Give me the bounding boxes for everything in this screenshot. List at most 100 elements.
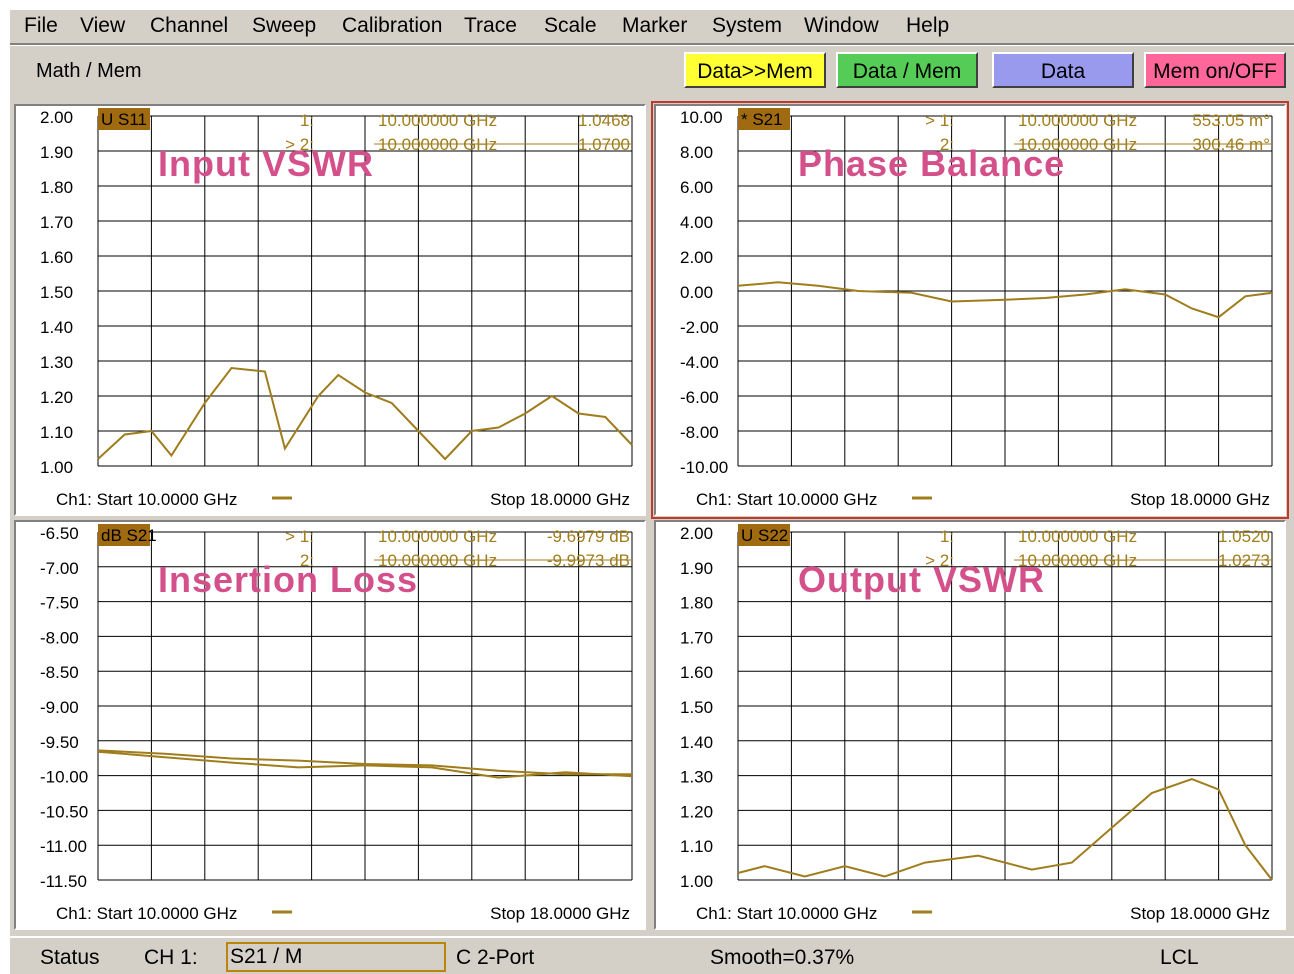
y-tick-label: -2.00 xyxy=(680,318,719,337)
y-tick-label: 6.00 xyxy=(680,178,713,197)
y-tick-label: 1.80 xyxy=(680,594,713,613)
y-tick-label: -8.00 xyxy=(40,628,79,647)
status-smooth: Smooth=0.37% xyxy=(710,946,855,969)
menu-window[interactable]: Window xyxy=(804,14,879,37)
marker-id: > 1: xyxy=(285,527,314,546)
marker-value: -9.6979 dB xyxy=(547,527,630,546)
y-tick-label: 1.50 xyxy=(40,283,73,302)
sweep-stop-label: Stop 18.0000 GHz xyxy=(490,490,630,509)
menu-calibration[interactable]: Calibration xyxy=(342,14,443,37)
series-line xyxy=(97,366,633,461)
y-tick-label: -7.00 xyxy=(40,559,79,578)
marker-id: > 2: xyxy=(285,135,314,154)
menu-marker[interactable]: Marker xyxy=(622,14,688,37)
menu-scale[interactable]: Scale xyxy=(544,14,597,37)
data-button[interactable]: Data xyxy=(992,52,1134,88)
y-tick-label: -11.50 xyxy=(40,872,87,891)
menu-view[interactable]: View xyxy=(80,14,126,37)
marker-value: 553.05 m° xyxy=(1192,111,1270,130)
marker-id: 1: xyxy=(940,527,954,546)
chart-panel-insertion-loss[interactable]: -6.50 -7.00 -7.50 -8.00 -8.50 -9.00 -9.50 -10.0… xyxy=(14,520,646,930)
y-tick-label: 10.00 xyxy=(680,108,723,127)
mem-on-off-button[interactable]: Mem on/OFF xyxy=(1144,52,1286,88)
sweep-stop-label: Stop 18.0000 GHz xyxy=(1130,490,1270,509)
marker-id: > 1: xyxy=(925,111,954,130)
status-channel: CH 1: xyxy=(144,946,198,969)
chart-panel-input-vswr[interactable]: 2.00 1.90 1.80 1.70 1.60 1.50 1.40 1.30 1.20 1.10… xyxy=(14,104,646,516)
y-tick-label: 2.00 xyxy=(40,108,73,127)
softkey-bar: Math / Mem Data>>Mem Data / Mem Data Mem… xyxy=(10,46,1294,96)
menu-trace[interactable]: Trace xyxy=(464,14,517,37)
y-tick-label: 1.00 xyxy=(680,872,713,891)
menu-file[interactable]: File xyxy=(24,14,58,37)
y-tick-label: 2.00 xyxy=(680,248,713,267)
trace-badge xyxy=(738,524,790,546)
softkey-menu-title: Math / Mem xyxy=(36,60,142,82)
series-line xyxy=(737,281,1273,319)
chart-svg: 2.00 1.90 1.80 1.70 1.60 1.50 1.40 1.30 1.20 1.10… xyxy=(680,524,1273,923)
menu-channel[interactable]: Channel xyxy=(150,14,229,37)
trace-badge-label: * S21 xyxy=(741,110,783,129)
status-port: C 2-Port xyxy=(456,946,535,969)
marker-id: 2: xyxy=(300,551,314,570)
y-tick-label: -10.00 xyxy=(40,768,88,787)
y-tick-label: 1.60 xyxy=(40,248,73,267)
trace-badge-label: U S11 xyxy=(101,110,147,129)
y-tick-label: -4.00 xyxy=(680,353,719,372)
chart-panel-phase-balance[interactable]: 10.00 8.00 6.00 4.00 2.00 0.00 -2.00 -4.00 -6.00… xyxy=(651,101,1289,519)
series-line xyxy=(97,750,633,779)
y-tick-label: 2.00 xyxy=(680,524,713,543)
y-tick-label: 0.00 xyxy=(680,283,713,302)
sweep-stop-label: Stop 18.0000 GHz xyxy=(490,904,630,923)
data-to-mem-button[interactable]: Data>>Mem xyxy=(684,52,826,88)
y-tick-label: -6.50 xyxy=(40,524,79,543)
y-tick-label: 1.00 xyxy=(40,458,73,477)
y-tick-label: 1.40 xyxy=(40,318,73,337)
y-tick-label: -7.50 xyxy=(40,594,79,613)
marker-value: 1.0468 xyxy=(578,111,630,130)
marker-frequency: 10.000000 GHz xyxy=(1018,527,1137,546)
status-bar: Status CH 1: S21 / M C 2-Port Smooth=0.3… xyxy=(10,936,1294,974)
active-trace-field[interactable]: S21 / M xyxy=(226,942,446,972)
menu-bar: File View Channel Sweep Calibration Trac… xyxy=(10,10,1294,43)
sweep-start-label: Ch1: Start 10.0000 GHz xyxy=(56,904,237,923)
y-tick-label: 1.70 xyxy=(680,628,713,647)
menu-system[interactable]: System xyxy=(712,14,783,37)
y-tick-label: 1.90 xyxy=(680,559,713,578)
y-tick-label: 1.30 xyxy=(680,768,713,787)
marker-frequency: 10.000000 GHz xyxy=(1018,111,1137,130)
sweep-start-label: Ch1: Start 10.0000 GHz xyxy=(696,490,877,509)
y-tick-label: 1.10 xyxy=(40,423,73,442)
y-tick-label: -10.50 xyxy=(40,802,88,821)
marker-id: > 2: xyxy=(925,551,954,570)
chart-annotation: Phase Balance xyxy=(798,143,1065,184)
trace-badge xyxy=(738,108,790,130)
y-tick-label: 1.40 xyxy=(680,733,713,752)
series-line xyxy=(737,778,1273,881)
analyzer-window: File View Channel Sweep Calibration Trac… xyxy=(10,10,1294,974)
y-tick-label: 1.10 xyxy=(680,837,713,856)
status-label: Status xyxy=(40,946,100,969)
sweep-stop-label: Stop 18.0000 GHz xyxy=(1130,904,1270,923)
sweep-start-label: Ch1: Start 10.0000 GHz xyxy=(56,490,237,509)
marker-id: 2: xyxy=(940,135,954,154)
y-tick-label: -9.50 xyxy=(40,733,79,752)
chart-area: 2.00 1.90 1.80 1.70 1.60 1.50 1.40 1.30 1.20 1.10… xyxy=(10,100,1294,932)
y-tick-label: -11.00 xyxy=(40,837,87,856)
y-tick-label: 1.20 xyxy=(680,802,713,821)
chart-annotation: Input VSWR xyxy=(158,143,374,184)
trace-badge-label: dB S21 xyxy=(101,526,157,545)
y-tick-label: 1.20 xyxy=(40,388,73,407)
marker-value: 1.0520 xyxy=(1218,527,1270,546)
marker-frequency: 10.000000 GHz xyxy=(378,527,497,546)
data-div-mem-button[interactable]: Data / Mem xyxy=(836,52,978,88)
status-mode: LCL xyxy=(1160,946,1199,969)
chart-annotation: Output VSWR xyxy=(798,559,1045,600)
marker-id: 1: xyxy=(300,111,314,130)
menu-sweep[interactable]: Sweep xyxy=(252,14,317,37)
y-tick-label: -8.00 xyxy=(680,423,719,442)
sweep-start-label: Ch1: Start 10.0000 GHz xyxy=(696,904,877,923)
marker-frequency: 10.000000 GHz xyxy=(378,111,497,130)
chart-panel-output-vswr[interactable]: 2.00 1.90 1.80 1.70 1.60 1.50 1.40 1.30 1.20 1.10… xyxy=(654,520,1286,930)
menu-help[interactable]: Help xyxy=(906,14,950,37)
